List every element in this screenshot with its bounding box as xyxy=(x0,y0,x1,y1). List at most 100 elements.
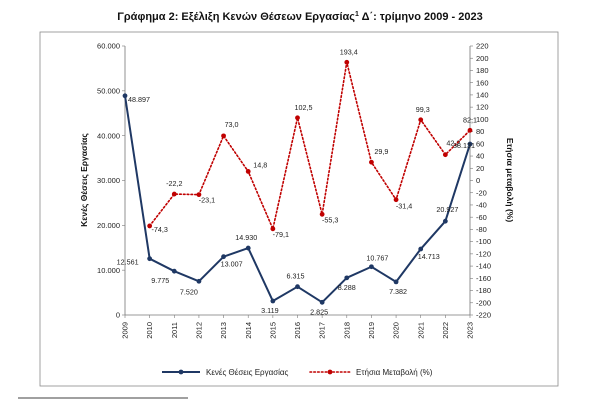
x-tick-label: 2012 xyxy=(195,322,204,339)
y2-tick-label: 40 xyxy=(476,152,484,161)
vacancies-point xyxy=(369,264,374,270)
y2-tick-label: -180 xyxy=(476,286,491,295)
x-tick-label: 2013 xyxy=(219,322,228,339)
y2-tick-label: -120 xyxy=(476,249,491,258)
x-tick-label: 2011 xyxy=(170,322,179,338)
y2-tick-label: -200 xyxy=(476,298,491,307)
y2-tick-label: 80 xyxy=(476,127,484,136)
series-change-line xyxy=(148,62,471,232)
vacancies-data-label: 6.315 xyxy=(287,272,305,281)
y2-tick-label: 180 xyxy=(476,66,489,75)
vacancies-point xyxy=(221,254,226,260)
change-data-label: 82,1 xyxy=(463,115,477,124)
vacancies-data-label: 8.288 xyxy=(338,283,356,292)
y2-tick-label: -220 xyxy=(476,311,491,320)
vacancies-point xyxy=(344,275,350,281)
change-data-label: -23,1 xyxy=(199,196,215,205)
change-data-label: 193,4 xyxy=(340,47,358,56)
vacancies-point xyxy=(467,141,473,147)
change-point xyxy=(442,152,448,158)
y2-tick-label: -80 xyxy=(476,225,487,234)
change-data-label: -74,3 xyxy=(151,225,167,234)
vacancies-data-label: 14.930 xyxy=(235,233,257,242)
y2-tick-label: -140 xyxy=(476,262,491,271)
vacancies-point xyxy=(122,93,128,99)
vacancies-data-label: 12.561 xyxy=(117,258,139,267)
y2-tick-label: -20 xyxy=(476,188,487,197)
change-data-label: 73,0 xyxy=(225,120,239,129)
vacancies-data-label: 38.131 xyxy=(453,141,475,150)
legend-change-marker xyxy=(327,369,333,375)
legend: Κενές Θέσεις Εργασίας Ετήσια Μεταβολή (%) xyxy=(162,368,433,377)
change-data-label: 99,3 xyxy=(416,105,430,114)
x-tick-label: 2010 xyxy=(145,322,154,339)
change-point xyxy=(418,117,424,123)
change-data-label: 42,2 xyxy=(446,139,460,148)
y2-tick-label: 220 xyxy=(476,42,489,51)
change-data-label: 29,9 xyxy=(374,147,388,156)
legend-vacancies-marker xyxy=(178,369,184,375)
x-tick-label: 2009 xyxy=(121,322,130,339)
change-data-label: -22,2 xyxy=(166,179,182,188)
change-point xyxy=(196,192,202,198)
y2-tick-label: -40 xyxy=(476,201,487,210)
y-tick-label: 0 xyxy=(116,311,120,320)
change-point xyxy=(221,133,226,139)
vacancies-point xyxy=(270,298,276,304)
vacancies-point xyxy=(147,256,153,262)
legend-vacancies-label: Κενές Θέσεις Εργασίας xyxy=(206,368,289,377)
y2-tick-label: 120 xyxy=(476,103,489,112)
change-data-label: 102,5 xyxy=(295,103,313,112)
y-tick-label: 60.000 xyxy=(97,42,120,51)
change-point xyxy=(245,169,251,174)
y-axis-title: Κενές Θέσεις Εργασίας xyxy=(79,133,89,227)
change-data-label: -55,3 xyxy=(322,215,338,224)
vacancies-data-label: 20.927 xyxy=(436,205,458,214)
vacancies-data-label: 7.382 xyxy=(389,287,407,296)
chart-title: Γράφημα 2: Εξέλιξη Κενών Θέσεων Εργασίας… xyxy=(117,11,482,23)
x-tick-label: 2019 xyxy=(367,322,376,339)
change-data-label: 14,8 xyxy=(253,160,267,169)
vacancies-point xyxy=(171,268,177,274)
x-tick-label: 2015 xyxy=(268,322,277,339)
change-point xyxy=(393,197,399,203)
x-tick-label: 2017 xyxy=(318,322,327,339)
change-data-label: -31,4 xyxy=(396,202,412,211)
vacancies-point xyxy=(295,284,300,290)
change-point xyxy=(369,159,374,165)
y2-tick-label: 140 xyxy=(476,91,489,100)
x-tick-label: 2014 xyxy=(244,322,253,339)
x-tick-label: 2020 xyxy=(392,322,401,339)
x-tick-label: 2021 xyxy=(416,322,425,339)
vacancies-data-label: 48.897 xyxy=(128,95,150,104)
vacancies-point xyxy=(442,218,448,224)
x-tick-label: 2018 xyxy=(342,322,351,339)
vacancies-data-label: 3.119 xyxy=(261,306,278,315)
vacancies-point xyxy=(245,245,251,251)
y-tick-label: 20.000 xyxy=(97,221,120,230)
vacancies-point xyxy=(319,299,325,305)
vacancies-data-label: 9.775 xyxy=(151,276,169,285)
y2-tick-label: -60 xyxy=(476,213,487,222)
vacancies-data-label: 7.520 xyxy=(180,287,198,296)
chart-frame xyxy=(39,31,559,387)
y2-axis-title: Ετήσια μεταβολή (%) xyxy=(505,138,515,222)
y2-tick-label: 60 xyxy=(476,139,484,148)
vacancies-data-label: 10.767 xyxy=(366,254,388,263)
change-data-label: -79,1 xyxy=(273,230,289,239)
y2-tick-label: 100 xyxy=(476,115,489,124)
y-tick-label: 40.000 xyxy=(97,131,120,140)
x-tick-label: 2023 xyxy=(466,322,475,339)
vacancies-point xyxy=(418,246,424,252)
y-tick-label: 30.000 xyxy=(97,176,120,185)
vacancies-data-label: 2.825 xyxy=(310,307,328,316)
y2-tick-label: 0 xyxy=(476,176,480,185)
y-tick-label: 10.000 xyxy=(97,266,120,275)
vacancies-point xyxy=(196,278,202,284)
change-point xyxy=(147,223,153,229)
vacancies-point xyxy=(393,279,399,285)
y-tick-label: 50.000 xyxy=(97,86,120,95)
y2-tick-label: -100 xyxy=(476,237,491,246)
vacancies-data-label: 14.713 xyxy=(418,252,440,261)
